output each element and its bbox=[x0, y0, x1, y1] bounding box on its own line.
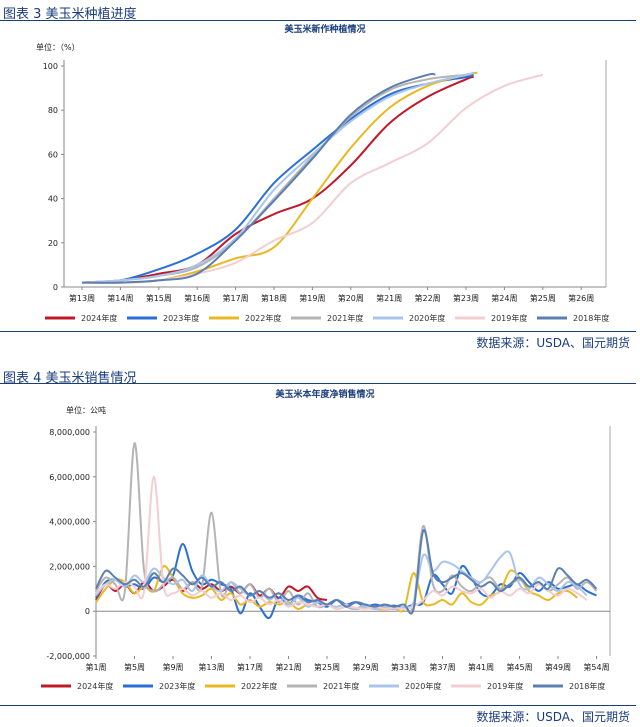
legend-label: 2024年度 bbox=[81, 313, 117, 323]
legend-label: 2018年度 bbox=[569, 681, 605, 691]
y-tick-label: 0 bbox=[85, 607, 90, 616]
figure-3-source: 数据来源：USDA、国元期货 bbox=[476, 336, 630, 350]
legend-label: 2019年度 bbox=[491, 313, 527, 323]
x-tick-label: 第9周 bbox=[162, 662, 183, 672]
legend-label: 2022年度 bbox=[245, 313, 281, 323]
figure-3-top-rule bbox=[0, 20, 636, 21]
legend-label: 2021年度 bbox=[323, 681, 359, 691]
series-line-2020年度 bbox=[95, 550, 588, 611]
figure-4-title: 图表 4 美玉米销售情况 bbox=[3, 371, 137, 386]
x-tick-label: 第37周 bbox=[429, 662, 455, 672]
legend-label: 2018年度 bbox=[573, 313, 609, 323]
x-tick-label: 第17周 bbox=[223, 293, 249, 303]
y-tick-label: -2,000,000 bbox=[46, 652, 90, 661]
x-tick-label: 第18周 bbox=[261, 293, 287, 303]
x-tick-label: 第29周 bbox=[352, 662, 378, 672]
series-line-2023年度 bbox=[81, 73, 475, 284]
figure-3-bottom-rule bbox=[0, 331, 636, 332]
x-tick-label: 第49周 bbox=[545, 662, 571, 672]
y-tick-label: 20 bbox=[48, 239, 58, 248]
figure-4-bottom-rule bbox=[0, 705, 636, 706]
y-tick-label: 2,000,000 bbox=[49, 562, 90, 571]
x-tick-label: 第21周 bbox=[376, 293, 402, 303]
x-tick-label: 第41周 bbox=[468, 662, 494, 672]
legend-label: 2024年度 bbox=[77, 681, 113, 691]
x-tick-label: 第54周 bbox=[583, 662, 609, 672]
x-tick-label: 第33周 bbox=[391, 662, 417, 672]
x-tick-label: 第25周 bbox=[530, 293, 556, 303]
x-tick-label: 第22周 bbox=[415, 293, 441, 303]
legend-label: 2023年度 bbox=[159, 681, 195, 691]
y-tick-label: 60 bbox=[48, 150, 58, 159]
x-tick-label: 第1周 bbox=[85, 662, 106, 672]
unit-label: 单位：（%） bbox=[36, 42, 80, 52]
figure-4-source: 数据来源：USDA、国元期货 bbox=[476, 710, 630, 724]
legend-label: 2021年度 bbox=[327, 313, 363, 323]
x-tick-label: 第13周 bbox=[198, 662, 224, 672]
legend-label: 2022年度 bbox=[241, 681, 277, 691]
figure-3-title: 图表 3 美玉米种植进度 bbox=[3, 7, 137, 22]
y-tick-label: 40 bbox=[48, 195, 58, 204]
series-line-2018年度 bbox=[81, 72, 436, 284]
series-line-2019年度 bbox=[81, 73, 544, 284]
series-line-2018年度 bbox=[95, 529, 598, 615]
x-tick-label: 第19周 bbox=[299, 293, 325, 303]
x-tick-label: 第15周 bbox=[146, 293, 172, 303]
chart-title: 美玉米新作种植情况 bbox=[284, 23, 365, 35]
x-tick-label: 第14周 bbox=[107, 293, 133, 303]
figure-4-top-rule bbox=[0, 383, 636, 384]
series-line-2019年度 bbox=[95, 475, 588, 611]
x-tick-label: 第17周 bbox=[237, 662, 263, 672]
y-tick-label: 4,000,000 bbox=[49, 518, 90, 527]
legend-label: 2019年度 bbox=[487, 681, 523, 691]
x-tick-label: 第23周 bbox=[453, 293, 479, 303]
y-tick-label: 80 bbox=[48, 106, 58, 115]
series-line-2020年度 bbox=[81, 71, 475, 284]
x-tick-label: 第21周 bbox=[275, 662, 301, 672]
y-tick-label: 100 bbox=[43, 62, 58, 71]
x-tick-label: 第26周 bbox=[568, 293, 594, 303]
legend-label: 2020年度 bbox=[409, 313, 445, 323]
x-tick-label: 第25周 bbox=[314, 662, 340, 672]
x-tick-label: 第20周 bbox=[338, 293, 364, 303]
legend-label: 2023年度 bbox=[163, 313, 199, 323]
series-line-2024年度 bbox=[81, 76, 474, 284]
unit-label: 单位：公吨 bbox=[66, 405, 106, 415]
x-tick-label: 第16周 bbox=[184, 293, 210, 303]
x-tick-label: 第13周 bbox=[69, 293, 95, 303]
y-tick-label: 0 bbox=[53, 283, 58, 292]
y-tick-label: 8,000,000 bbox=[49, 428, 90, 437]
x-tick-label: 第45周 bbox=[506, 662, 532, 672]
legend-label: 2020年度 bbox=[405, 681, 441, 691]
x-tick-label: 第24周 bbox=[491, 293, 517, 303]
x-tick-label: 第5周 bbox=[124, 662, 145, 672]
y-tick-label: 6,000,000 bbox=[49, 473, 90, 482]
chart-title: 美玉米本年度净销售情况 bbox=[275, 388, 374, 400]
